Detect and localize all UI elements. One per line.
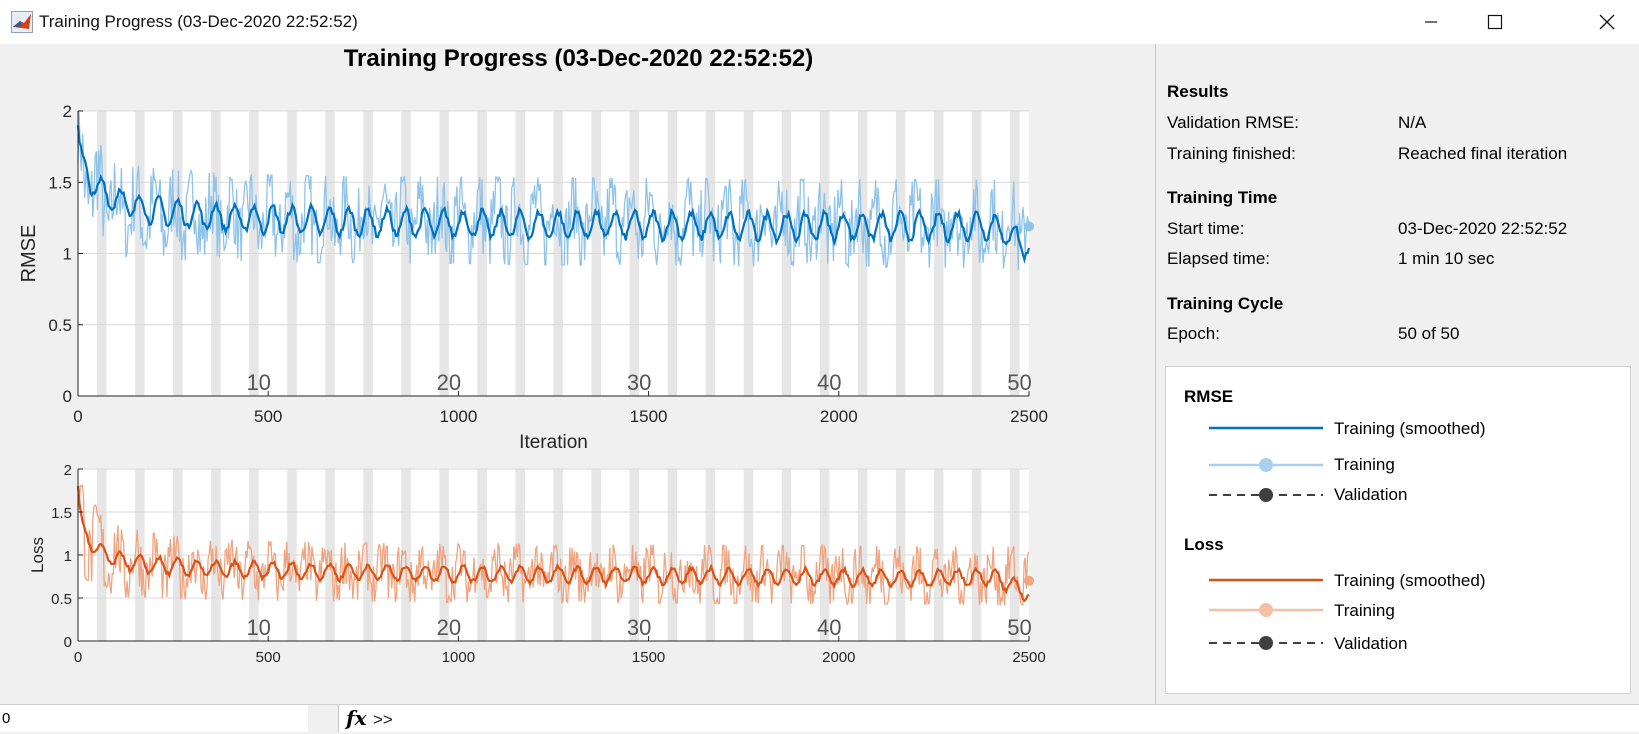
rmse-chart: 10 20 30 40 500 500 1000 1500 2000 250000.511.52R… [18,102,1048,453]
loss-x-tick-label: 500 [256,649,281,666]
training-finished-value: Reached final iteration [1398,144,1568,163]
loss-epoch-label: 20 [437,615,461,640]
rmse-epoch-label: 30 [627,370,651,395]
loss-y-axis-label: Loss [28,537,47,573]
rmse-x-tick-label: 2500 [1010,407,1048,426]
start-time-label: Start time: [1167,219,1245,238]
legend-loss-heading: Loss [1184,535,1224,554]
legend-loss-validation-label: Validation [1334,634,1408,653]
legend-rmse-validation-label: Validation [1334,485,1408,504]
plot-title: Training Progress (03-Dec-2020 22:52:52) [343,45,814,72]
loss-y-tick-label: 1 [64,548,72,565]
rmse-y-axis-label: RMSE [18,225,40,283]
panel-divider [1155,44,1156,704]
loss-x-tick-label: 0 [74,649,82,666]
command-bar: 0 fx >> [0,704,1639,732]
rmse-x-tick-label: 1500 [630,407,668,426]
legend-rmse-smoothed-label: Training (smoothed) [1334,419,1486,438]
training-time-heading: Training Time [1167,188,1278,207]
legend-loss-training-label: Training [1334,601,1395,620]
rmse-x-tick-label: 1000 [439,407,477,426]
legend-loss-smoothed-label: Training (smoothed) [1334,571,1486,590]
function-browser-icon[interactable]: fx [346,706,367,730]
rmse-x-tick-label: 2000 [820,407,858,426]
legend-rmse-validation-swatch [1209,488,1323,502]
legend-loss-smoothed-swatch [1209,578,1323,582]
rmse-y-tick-label: 1 [63,245,72,264]
rmse-y-tick-label: 2 [63,102,72,121]
info-panel: Results Validation RMSE: N/A Training fi… [1157,44,1639,704]
epoch-value: 50 of 50 [1398,324,1460,343]
minimize-icon [1425,21,1437,23]
loss-training-line [77,484,1030,607]
rmse-x-tick-label: 0 [73,407,82,426]
legend: RMSE Training (smoothed) Training Valida… [1165,366,1631,694]
rmse-epoch-label: 40 [817,370,841,395]
command-bar-separator [308,705,339,732]
loss-y-tick-label: 0 [64,634,72,651]
rmse-y-tick-label: 0.5 [48,316,72,335]
loss-x-tick-label: 2500 [1012,649,1045,666]
legend-rmse-training-label: Training [1334,455,1395,474]
loss-chart: 10 20 30 40 500 500 1000 1500 2000 250000.511.52L… [28,462,1046,666]
training-cycle-heading: Training Cycle [1167,294,1284,313]
maximize-icon [1487,14,1503,30]
elapsed-time-value: 1 min 10 sec [1398,249,1495,268]
legend-loss-validation-swatch [1209,636,1323,650]
close-icon [1599,14,1615,30]
maximize-button[interactable] [1463,0,1527,44]
rmse-epoch-label: 50 [1007,370,1031,395]
loss-epoch-label: 10 [246,615,270,640]
rmse-final-point [1024,221,1034,232]
title-bar: Training Progress (03-Dec-2020 22:52:52) [0,0,1639,44]
command-prompt[interactable]: >> [373,710,393,729]
loss-x-tick-label: 1500 [632,649,665,666]
loss-epoch-label: 40 [817,615,841,640]
matlab-logo-icon [11,11,33,33]
loss-y-tick-label: 0.5 [51,591,72,608]
rmse-x-axis-label: Iteration [519,432,588,453]
results-heading: Results [1167,82,1229,101]
rmse-training-line [77,110,1030,270]
rmse-training-smoothed-line [76,125,1031,264]
training-finished-label: Training finished: [1167,144,1296,163]
training-charts: 10 20 30 40 500 500 1000 1500 2000 250000.511.52R… [18,102,1048,666]
close-button[interactable] [1575,0,1639,44]
loss-epoch-label: 30 [627,615,651,640]
plot-area: Training Progress (03-Dec-2020 22:52:52)… [0,44,1157,704]
rmse-y-tick-label: 0 [63,387,72,406]
legend-rmse-heading: RMSE [1184,387,1234,406]
start-time-value: 03-Dec-2020 22:52:52 [1398,219,1568,238]
loss-y-tick-label: 1.5 [51,505,72,522]
epoch-label: Epoch: [1167,324,1220,343]
command-history-field[interactable]: 0 [0,705,310,732]
loss-x-tick-label: 2000 [822,649,855,666]
window-title: Training Progress (03-Dec-2020 22:52:52) [39,12,358,31]
loss-training-smoothed-line [76,486,1030,603]
rmse-epoch-label: 10 [246,370,270,395]
elapsed-time-label: Elapsed time: [1167,249,1270,268]
validation-rmse-value: N/A [1398,113,1427,132]
loss-y-tick-label: 2 [64,462,72,479]
loss-x-tick-label: 1000 [442,649,475,666]
legend-rmse-smoothed-swatch [1209,426,1323,430]
legend-rmse-training-swatch [1209,458,1323,472]
rmse-epoch-label: 20 [437,370,461,395]
loss-final-point [1024,575,1034,586]
rmse-x-tick-label: 500 [254,407,282,426]
minimize-button[interactable] [1399,0,1463,44]
loss-epoch-label: 50 [1007,615,1031,640]
rmse-y-tick-label: 1.5 [48,173,72,192]
validation-rmse-label: Validation RMSE: [1167,113,1299,132]
legend-loss-training-swatch [1209,603,1323,617]
